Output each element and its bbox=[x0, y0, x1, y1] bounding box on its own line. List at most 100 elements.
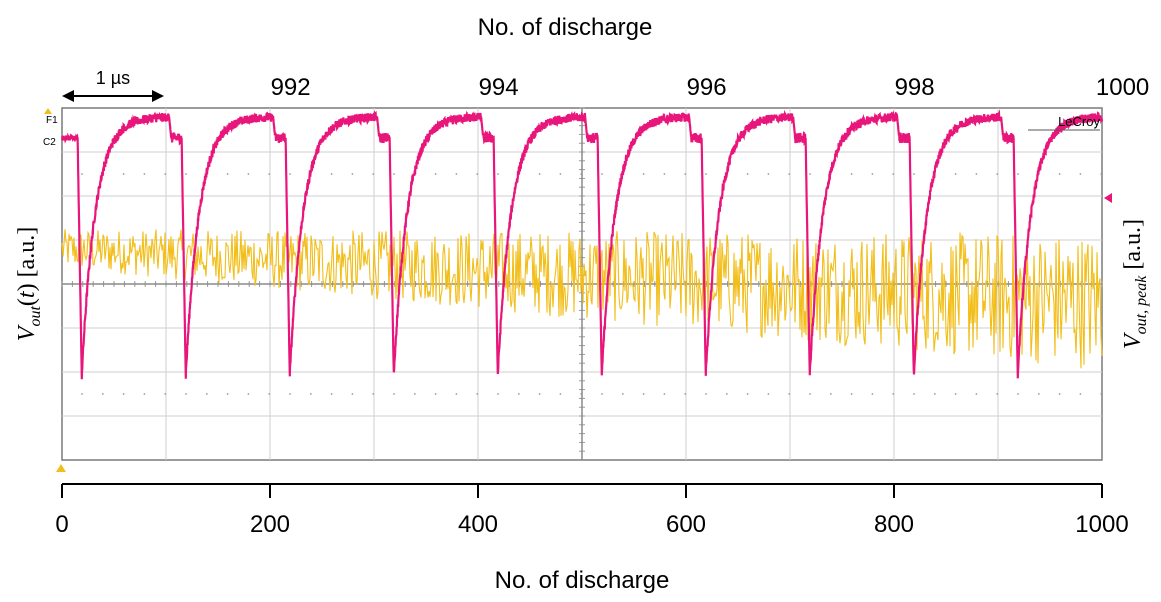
grid-dot bbox=[226, 173, 229, 175]
grid-dot bbox=[746, 393, 749, 395]
grid-dot bbox=[954, 173, 957, 175]
grid-dot bbox=[788, 393, 791, 395]
grid-dot bbox=[455, 173, 458, 175]
grid-dot bbox=[767, 173, 770, 175]
grid-dot bbox=[1017, 173, 1019, 175]
grid-dot bbox=[892, 173, 895, 175]
grid-dot bbox=[1058, 173, 1061, 175]
grid-dot bbox=[185, 173, 187, 175]
grid-dot bbox=[164, 393, 167, 395]
grid-dot bbox=[1079, 393, 1082, 395]
grid-dot bbox=[975, 173, 978, 175]
time-scale-label: 1 µs bbox=[96, 68, 130, 88]
grid-dot bbox=[559, 393, 562, 395]
time-scale-arrow-left-head bbox=[62, 90, 74, 102]
grid-dot bbox=[205, 393, 208, 395]
grid-dot bbox=[247, 173, 250, 175]
top-tick-label: 1000 bbox=[1096, 74, 1149, 101]
grid-dot bbox=[476, 173, 479, 175]
grid-dot bbox=[330, 393, 333, 395]
grid-dot bbox=[268, 173, 271, 175]
grid-dot bbox=[996, 173, 999, 175]
ground-marker-icon bbox=[56, 464, 66, 472]
top-tick-label: 996 bbox=[687, 74, 727, 101]
top-axis-ticks: 992 994 996 998 1000 bbox=[271, 74, 1150, 101]
grid-dot bbox=[559, 173, 562, 175]
grid-dot bbox=[1017, 393, 1019, 395]
grid-dot bbox=[1100, 393, 1103, 395]
top-axis-title: No. of discharge bbox=[478, 14, 653, 41]
grid-dot bbox=[767, 393, 770, 395]
grid-dot bbox=[122, 393, 125, 395]
grid-dot bbox=[705, 393, 707, 395]
grid-dot bbox=[975, 393, 978, 395]
grid-dot bbox=[850, 173, 853, 175]
grid-dot bbox=[497, 173, 499, 175]
bottom-axis-ticks: 0 200 400 600 800 1000 bbox=[55, 484, 1129, 538]
bottom-tick-label: 400 bbox=[458, 511, 498, 538]
grid-dot bbox=[164, 173, 167, 175]
grid-dot bbox=[933, 393, 936, 395]
grid-dot bbox=[81, 393, 83, 395]
grid-dot bbox=[871, 393, 874, 395]
grid-dot bbox=[601, 393, 603, 395]
grid-dot bbox=[393, 393, 395, 395]
grid-dot bbox=[372, 393, 375, 395]
grid-dot bbox=[185, 393, 187, 395]
grid-dot bbox=[684, 393, 687, 395]
right-y-axis-label: Vout, peak [a.u.] bbox=[1120, 219, 1150, 349]
grid-dot bbox=[1079, 173, 1082, 175]
top-tick-label: 998 bbox=[895, 74, 935, 101]
bottom-tick-label: 0 bbox=[55, 511, 68, 538]
grid-dot bbox=[913, 173, 915, 175]
grid-dot bbox=[809, 393, 811, 395]
scope-brand: LeCroy bbox=[1058, 114, 1100, 129]
grid-dot bbox=[122, 173, 125, 175]
grid-dot bbox=[351, 173, 354, 175]
series-discharge-waveform bbox=[60, 109, 1104, 380]
grid-dot bbox=[621, 393, 624, 395]
top-tick-label: 994 bbox=[479, 74, 519, 101]
left-y-axis-label: Vout(t) [a.u.] bbox=[14, 227, 44, 341]
grid-dot bbox=[330, 173, 333, 175]
grid-dot bbox=[538, 173, 541, 175]
grid-dot bbox=[601, 173, 603, 175]
grid-dot bbox=[913, 393, 915, 395]
grid-dot bbox=[455, 393, 458, 395]
grid-dot bbox=[497, 393, 499, 395]
grid-dot bbox=[663, 393, 666, 395]
grid-dot bbox=[413, 393, 416, 395]
grid-dot bbox=[954, 393, 957, 395]
bottom-tick-label: 600 bbox=[666, 511, 706, 538]
grid-dot bbox=[268, 393, 271, 395]
time-scale-arrow-right-head bbox=[152, 90, 164, 102]
grid-dot bbox=[1037, 393, 1040, 395]
grid-dot bbox=[746, 173, 749, 175]
grid-dot bbox=[663, 173, 666, 175]
grid-dot bbox=[143, 173, 146, 175]
grid-dot bbox=[705, 173, 707, 175]
grid-dot bbox=[309, 393, 312, 395]
bottom-tick-label: 200 bbox=[250, 511, 290, 538]
grid-dot bbox=[725, 393, 728, 395]
scope-panel: LeCroy F1 C2 bbox=[43, 107, 1112, 472]
bottom-tick-label: 1000 bbox=[1075, 511, 1128, 538]
channel-label-f1: F1 bbox=[46, 115, 58, 126]
grid-dot bbox=[247, 393, 250, 395]
grid-dot bbox=[81, 173, 83, 175]
grid-dot bbox=[1100, 173, 1103, 175]
c2-offset-marker-icon bbox=[1104, 193, 1112, 203]
grid-dot bbox=[684, 173, 687, 175]
grid-dot bbox=[434, 393, 437, 395]
grid-dot bbox=[642, 173, 645, 175]
grid-dot bbox=[434, 173, 437, 175]
grid-dot bbox=[351, 393, 354, 395]
channel-label-c2: C2 bbox=[43, 137, 56, 148]
bottom-tick-label: 800 bbox=[874, 511, 914, 538]
grid-dot bbox=[829, 393, 832, 395]
time-scale-marker: 1 µs bbox=[62, 68, 164, 102]
top-tick-label: 992 bbox=[271, 74, 311, 101]
grid-dot bbox=[393, 173, 395, 175]
grid-dot bbox=[289, 393, 291, 395]
